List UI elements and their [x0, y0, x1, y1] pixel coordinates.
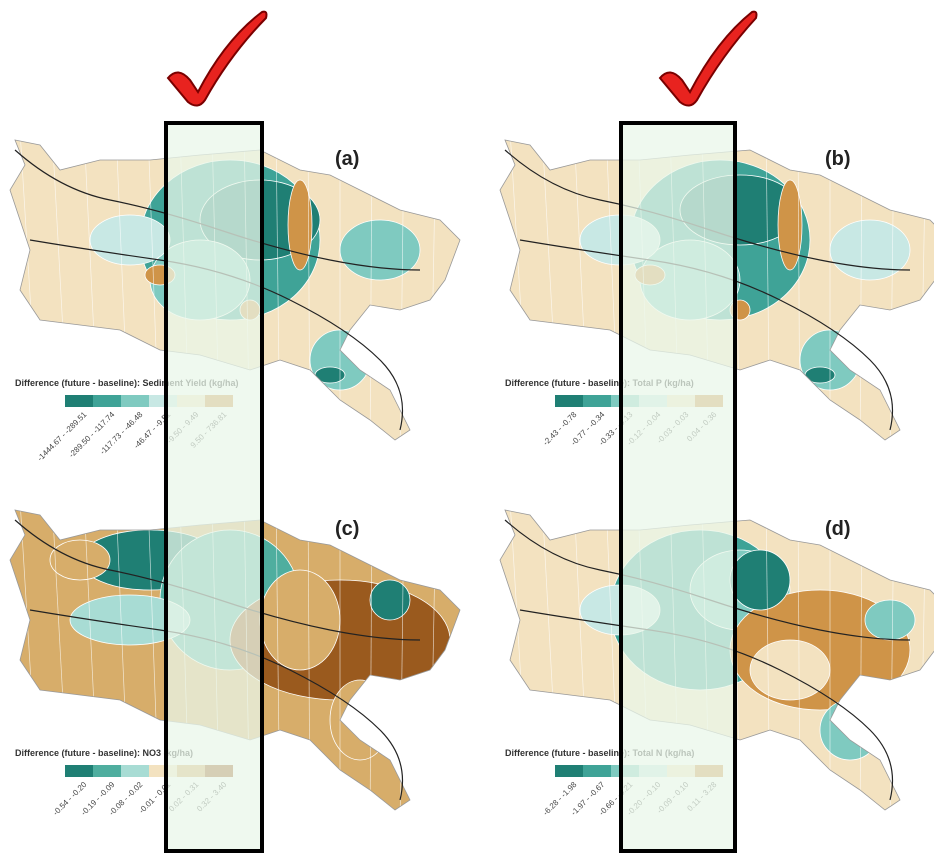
panel-label: (b) [825, 148, 851, 170]
legend-swatch [93, 395, 121, 407]
subbasin-area [830, 220, 910, 280]
panel-label: (c) [335, 518, 359, 540]
subbasin-area [730, 550, 790, 610]
legend-swatch [555, 765, 583, 777]
checkmark [660, 12, 757, 106]
legend-swatch [583, 395, 611, 407]
legend-swatch [583, 765, 611, 777]
legend-class-label: -1444.67 - -289.51 [36, 410, 89, 463]
panel-label: (a) [335, 148, 359, 170]
subbasin-area [330, 680, 390, 760]
legend-swatch [121, 395, 149, 407]
legend-swatch [65, 395, 93, 407]
subbasin-area [370, 580, 410, 620]
legend-swatch [555, 395, 583, 407]
subbasin-area [260, 570, 340, 670]
map-panels: (a)Difference (future - baseline): Sedim… [0, 130, 934, 830]
subbasin-area [820, 700, 880, 760]
figure: (a)Difference (future - baseline): Sedim… [0, 0, 934, 854]
legend-swatch [93, 765, 121, 777]
highlight-box [621, 123, 735, 851]
panel-label: (d) [825, 518, 851, 540]
checkmark [168, 12, 267, 106]
subbasin-area [805, 367, 835, 383]
subbasin-area [90, 215, 170, 265]
subbasin-area [50, 540, 110, 580]
subbasin-area [865, 600, 915, 640]
subbasin-area [315, 367, 345, 383]
legend-swatch [65, 765, 93, 777]
highlight-box [166, 123, 262, 851]
legend-swatch [121, 765, 149, 777]
subbasin-area [340, 220, 420, 280]
